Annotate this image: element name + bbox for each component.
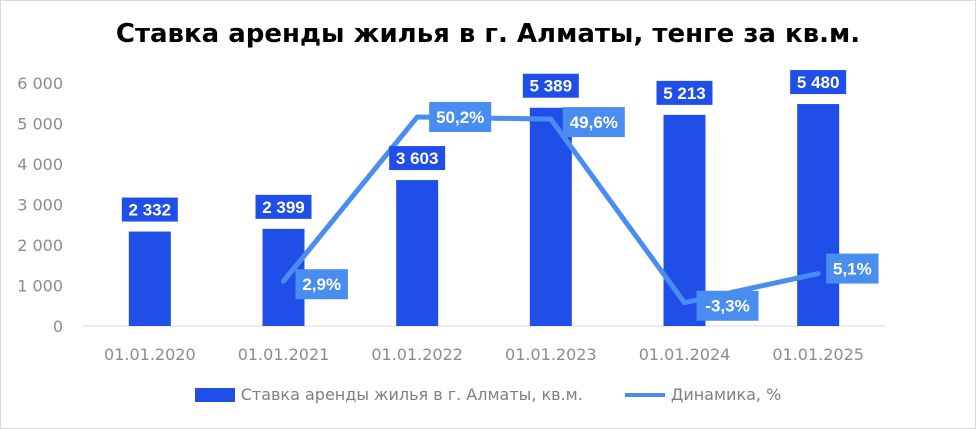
bar-data-label: 2 332 bbox=[129, 201, 172, 220]
legend: Ставка аренды жилья в г. Алматы, кв.м. Д… bbox=[1, 385, 975, 404]
bar-data-label: 5 389 bbox=[530, 77, 573, 96]
bar-data-label-box bbox=[522, 73, 579, 98]
y-tick-label: 1 000 bbox=[17, 277, 63, 296]
legend-label-bars: Ставка аренды жилья в г. Алматы, кв.м. bbox=[240, 385, 583, 404]
x-tick-label: 01.01.2023 bbox=[505, 345, 597, 364]
y-tick-label: 3 000 bbox=[17, 196, 63, 215]
legend-swatch-line bbox=[624, 392, 665, 397]
legend-item-line[interactable]: Динамика, % bbox=[624, 385, 782, 404]
line-data-label: 5,1% bbox=[833, 260, 872, 279]
line-data-label-box bbox=[295, 269, 348, 300]
bar bbox=[396, 180, 439, 326]
bar-data-label: 5 480 bbox=[797, 73, 840, 92]
y-tick-label: 6 000 bbox=[17, 74, 63, 93]
bar-data-label: 3 603 bbox=[396, 149, 439, 168]
line-data-label: -3,3% bbox=[705, 297, 749, 316]
bar-data-label-box bbox=[121, 197, 178, 222]
line-data-label-box bbox=[429, 102, 492, 133]
x-tick-label: 01.01.2021 bbox=[238, 345, 330, 364]
bar bbox=[529, 107, 572, 326]
line-data-label: 49,6% bbox=[570, 113, 618, 132]
line-data-label-box bbox=[562, 107, 625, 138]
bar-data-label-box bbox=[790, 70, 847, 95]
legend-item-bars[interactable]: Ставка аренды жилья в г. Алматы, кв.м. bbox=[194, 385, 583, 404]
bar-data-label-box bbox=[656, 80, 713, 105]
bar bbox=[128, 231, 171, 326]
x-tick-label: 01.01.2022 bbox=[371, 345, 463, 364]
line-data-label-box bbox=[826, 253, 879, 284]
x-tick-label: 01.01.2024 bbox=[639, 345, 731, 364]
legend-label-line: Динамика, % bbox=[670, 385, 782, 404]
bar-data-label-box bbox=[255, 194, 312, 219]
y-tick-label: 5 000 bbox=[17, 115, 63, 134]
line-data-label-box bbox=[696, 290, 759, 321]
legend-swatch-bar bbox=[194, 387, 235, 402]
bar-data-label: 5 213 bbox=[663, 84, 706, 103]
y-tick-label: 2 000 bbox=[17, 236, 63, 255]
y-tick-label: 0 bbox=[53, 317, 63, 336]
bar-data-label: 2 399 bbox=[262, 198, 305, 217]
x-tick-label: 01.01.2020 bbox=[104, 345, 196, 364]
y-tick-label: 4 000 bbox=[17, 155, 63, 174]
line-data-label: 50,2% bbox=[436, 108, 484, 127]
bar-data-label-box bbox=[389, 146, 446, 171]
line-data-label: 2,9% bbox=[302, 275, 341, 294]
bar bbox=[797, 104, 840, 326]
chart-title: Ставка аренды жилья в г. Алматы, тенге з… bbox=[115, 19, 861, 49]
x-tick-label: 01.01.2025 bbox=[772, 345, 864, 364]
